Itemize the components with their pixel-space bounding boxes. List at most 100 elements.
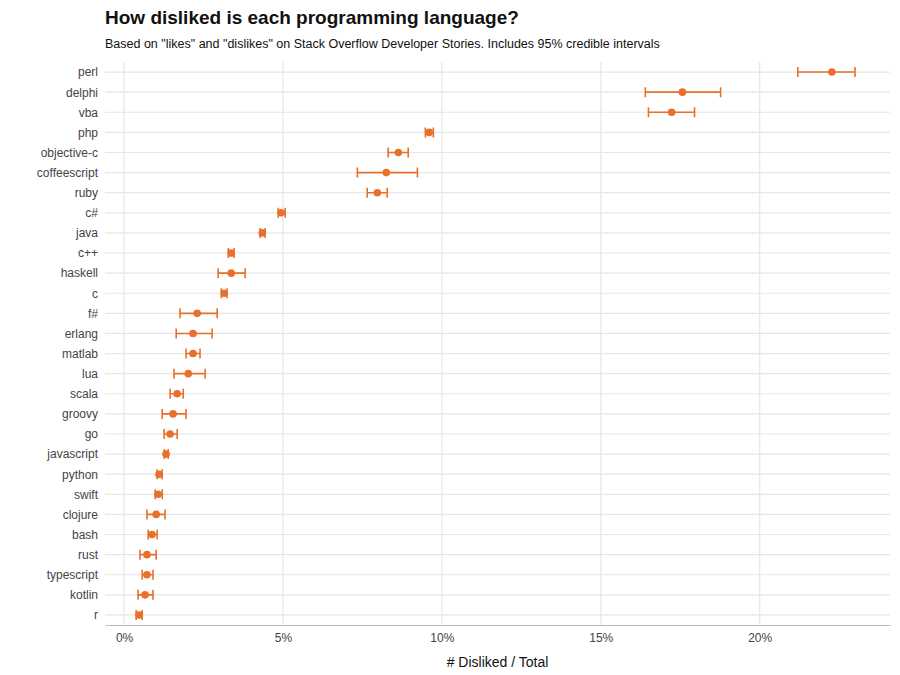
- tick-label: groovy: [62, 407, 98, 421]
- tick: 10%: [430, 625, 454, 645]
- error-bar: [645, 87, 720, 97]
- tick: php: [78, 126, 105, 140]
- grid-line: [105, 172, 890, 173]
- grid-line: [105, 494, 890, 495]
- grid-line: [105, 252, 890, 253]
- tick-label: typescript: [47, 568, 99, 582]
- grid-line: [105, 152, 890, 153]
- grid-line: [105, 112, 890, 113]
- grid-line: [105, 232, 890, 233]
- point: [277, 209, 285, 217]
- tick-label: vba: [79, 106, 99, 120]
- point: [259, 229, 267, 237]
- error-bar: [228, 248, 234, 258]
- plot: 0%5%10%15%20%perldelphivbaphpobjective-c…: [37, 62, 891, 645]
- tick-label: coffeescript: [37, 166, 99, 180]
- error-bar: [138, 590, 153, 600]
- tick: erlang: [65, 327, 105, 341]
- grid-line: [105, 453, 890, 454]
- grid-line: [105, 212, 890, 213]
- error-bar: [278, 208, 285, 218]
- tick: clojure: [63, 508, 105, 522]
- tick-label: ruby: [75, 186, 98, 200]
- error-bar: [148, 530, 157, 540]
- error-bar: [357, 168, 417, 178]
- x-axis-title: # Disliked / Total: [447, 654, 549, 670]
- tick-label: c#: [85, 206, 98, 220]
- tick: bash: [72, 528, 105, 542]
- error-bar: [140, 550, 156, 560]
- tick-label: 15%: [589, 631, 613, 645]
- grid-line: [105, 71, 890, 72]
- x-axis: 0% 5% 10% 15% 20%: [106, 625, 891, 645]
- tick: c++: [78, 246, 105, 260]
- tick: coffeescript: [37, 166, 105, 180]
- point: [227, 269, 235, 277]
- point: [193, 310, 201, 318]
- tick-label: bash: [72, 528, 98, 542]
- error-bar: [170, 389, 183, 399]
- tick-label: javascript: [46, 447, 98, 461]
- point: [828, 68, 836, 76]
- error-bar: [142, 570, 153, 580]
- error-bar: [176, 328, 212, 338]
- tick-label: python: [62, 468, 98, 482]
- tick-label: 5%: [275, 631, 293, 645]
- title: How disliked is each programming languag…: [105, 7, 519, 28]
- error-bar: [425, 127, 433, 137]
- tick-label: 20%: [748, 631, 772, 645]
- tick-label: swift: [74, 488, 99, 502]
- point: [135, 611, 143, 619]
- tick: vba: [79, 106, 105, 120]
- grid-line: [105, 353, 890, 354]
- tick-label: rust: [78, 548, 99, 562]
- tick-label: matlab: [62, 347, 98, 361]
- tick-label: objective-c: [41, 146, 98, 160]
- tick: matlab: [62, 347, 105, 361]
- point: [189, 330, 197, 338]
- tick: go: [85, 427, 105, 441]
- tick-label: r: [94, 608, 98, 622]
- tick-label: f#: [88, 307, 98, 321]
- grid-line: [123, 62, 124, 625]
- error-bar: [367, 188, 387, 198]
- point: [184, 370, 192, 378]
- point: [382, 169, 390, 177]
- tick: lua: [82, 367, 105, 381]
- grid-line: [105, 333, 890, 334]
- point: [141, 591, 149, 599]
- point: [374, 189, 382, 197]
- point: [189, 350, 197, 358]
- tick-label: erlang: [65, 327, 98, 341]
- point: [220, 289, 228, 297]
- tick: objective-c: [41, 146, 105, 160]
- y-axis: perldelphivbaphpobjective-ccoffeescriptr…: [37, 65, 105, 622]
- tick: 15%: [589, 625, 613, 645]
- tick-label: delphi: [66, 86, 98, 100]
- tick: r: [94, 608, 105, 622]
- point: [143, 551, 151, 559]
- grid-line: [105, 594, 890, 595]
- tick: python: [62, 468, 105, 482]
- marks: [135, 67, 855, 620]
- error-bar: [162, 409, 186, 419]
- point: [152, 511, 160, 519]
- point: [227, 249, 235, 257]
- tick-label: clojure: [63, 508, 99, 522]
- error-bar: [648, 107, 694, 117]
- error-bar: [147, 509, 165, 519]
- grid-line: [105, 574, 890, 575]
- tick: typescript: [47, 568, 105, 582]
- grid: [105, 62, 890, 625]
- grid-line: [105, 92, 890, 93]
- tick: java: [75, 226, 105, 240]
- tick: scala: [70, 387, 105, 401]
- tick: 0%: [116, 625, 134, 645]
- tick-label: lua: [82, 367, 98, 381]
- tick: kotlin: [70, 588, 105, 602]
- point: [679, 88, 687, 96]
- tick-label: php: [78, 126, 98, 140]
- error-bar: [136, 610, 142, 620]
- tick-label: 0%: [116, 631, 134, 645]
- tick: 5%: [275, 625, 293, 645]
